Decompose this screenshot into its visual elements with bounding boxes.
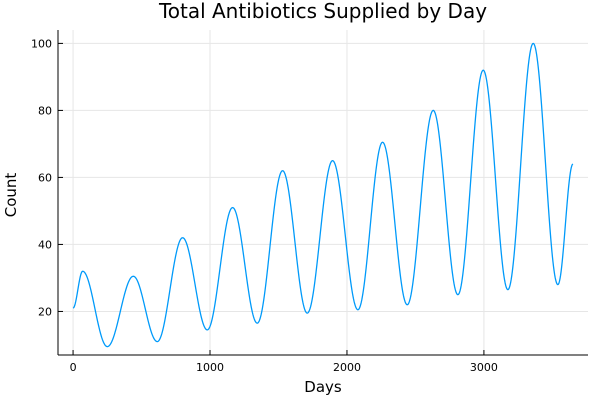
grid bbox=[58, 30, 588, 355]
y-tick-label: 60 bbox=[38, 171, 52, 184]
series-line bbox=[72, 42, 574, 348]
chart-title: Total Antibiotics Supplied by Day bbox=[158, 0, 487, 23]
y-tick-label: 100 bbox=[31, 37, 52, 50]
y-tick-label: 40 bbox=[38, 238, 52, 251]
x-tick-label: 2000 bbox=[333, 361, 361, 374]
y-ticks: 20 40 60 80 100 bbox=[31, 37, 63, 318]
y-tick-label: 20 bbox=[38, 305, 52, 318]
series-group bbox=[72, 42, 574, 348]
x-tick-label: 3000 bbox=[470, 361, 498, 374]
y-axis-label: Count bbox=[2, 173, 20, 218]
x-axis-label: Days bbox=[304, 378, 342, 396]
x-ticks: 0 1000 2000 3000 bbox=[70, 350, 498, 374]
x-tick-label: 1000 bbox=[196, 361, 224, 374]
x-tick-label: 0 bbox=[70, 361, 77, 374]
y-tick-label: 80 bbox=[38, 104, 52, 117]
